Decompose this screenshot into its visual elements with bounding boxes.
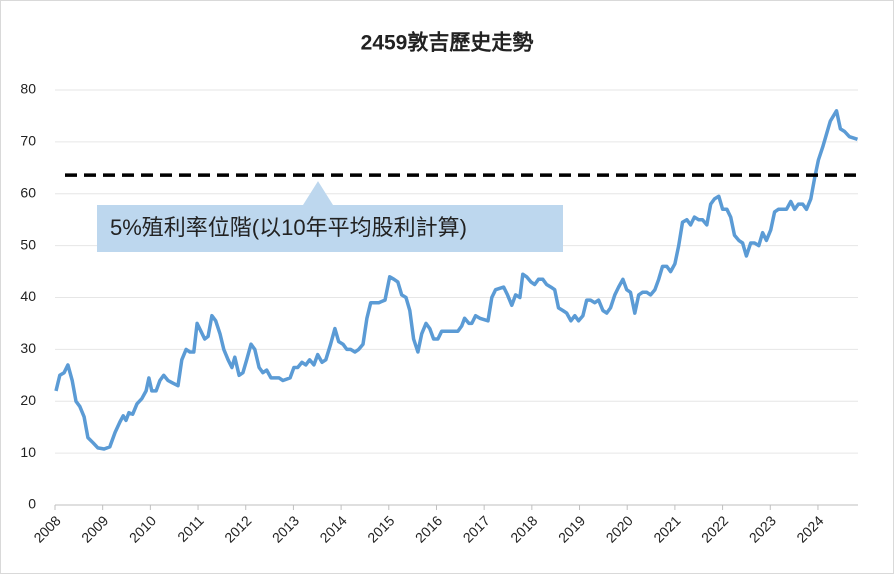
- annotation-box: [97, 181, 563, 252]
- y-tick-label: 50: [20, 236, 36, 252]
- y-tick-label: 70: [20, 133, 36, 149]
- y-tick-label: 80: [20, 81, 36, 97]
- annotation-text: 5%殖利率位階(以10年平均股利計算): [110, 215, 467, 240]
- y-tick-label: 40: [20, 288, 36, 304]
- y-tick-label: 30: [20, 340, 36, 356]
- chart-title: 2459敦吉歷史走勢: [361, 31, 534, 55]
- y-tick-label: 0: [28, 496, 36, 512]
- y-tick-label: 10: [20, 444, 36, 460]
- y-tick-label: 60: [20, 184, 36, 200]
- y-tick-label: 20: [20, 392, 36, 408]
- data-line: [54, 109, 859, 451]
